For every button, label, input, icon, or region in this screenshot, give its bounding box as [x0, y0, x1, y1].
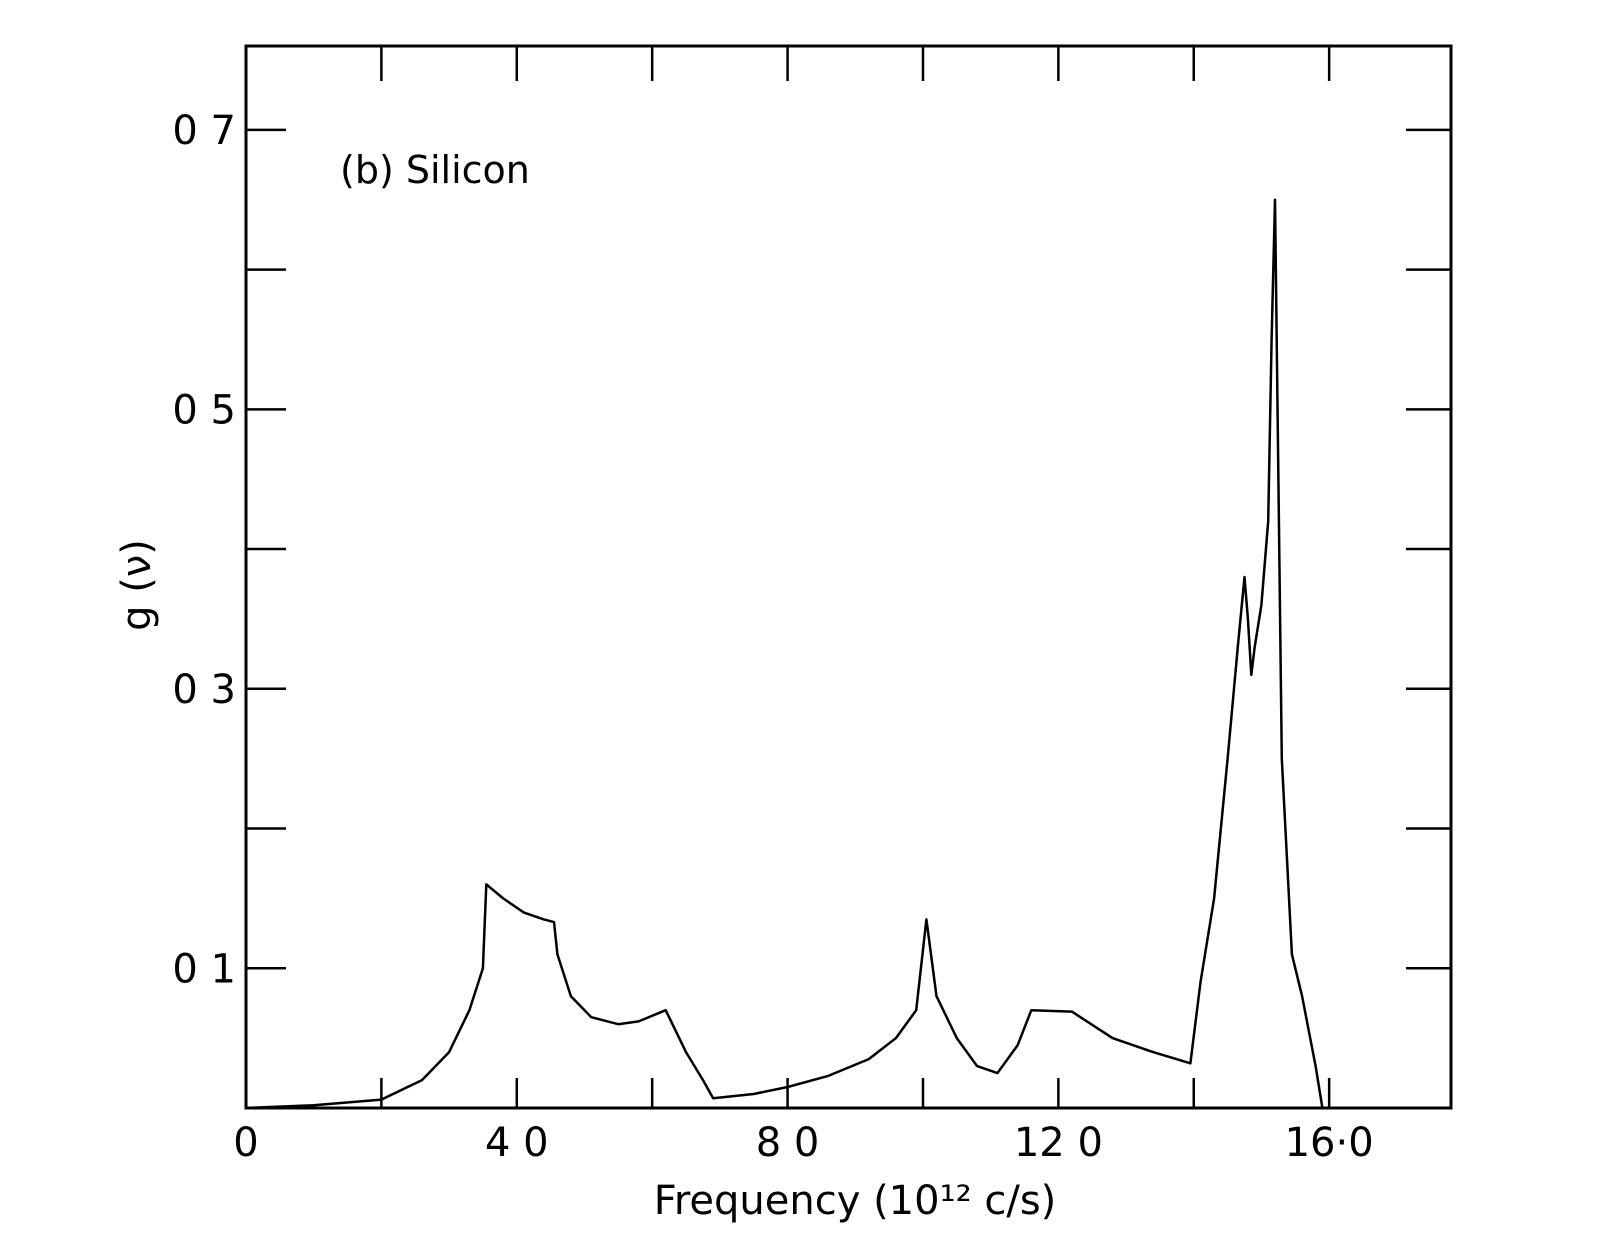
- y-axis-label: g (ν): [114, 539, 160, 631]
- x-axis-label: Frequency (10¹² c/s): [654, 1178, 1057, 1224]
- tick-marks: [246, 46, 1451, 1108]
- x-tick-label: 4 0: [485, 1120, 549, 1166]
- x-tick-label: 12 0: [1014, 1120, 1103, 1166]
- plot-frame: [244, 44, 1453, 1110]
- y-tick-label: 0 3: [172, 667, 236, 713]
- chart-annotation: (b) Silicon: [340, 148, 530, 192]
- y-tick-label: 0 7: [172, 108, 236, 154]
- tick-labels: 0 4 0 8 0 12 0 16·0 0 1 0 3 0 5 0 7: [172, 108, 1373, 1166]
- x-tick-label: 0: [233, 1120, 258, 1166]
- y-tick-label: 0 5: [172, 387, 236, 433]
- y-tick-label: 0 1: [172, 946, 236, 992]
- x-tick-label: 8 0: [756, 1120, 820, 1166]
- series-line: [245, 198, 1324, 1110]
- x-tick-label: 16·0: [1285, 1120, 1374, 1166]
